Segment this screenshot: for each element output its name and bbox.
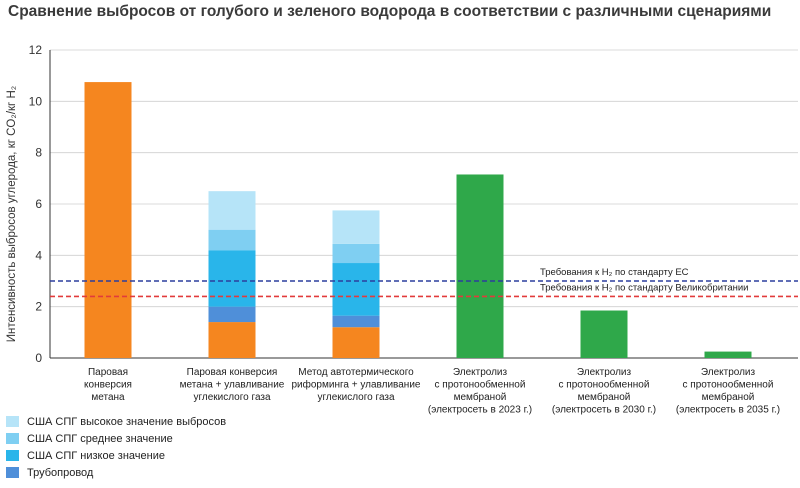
y-axis-label: Интенсивность выбросов углерода, кг CO₂/… (6, 86, 18, 342)
y-tick-label: 12 (29, 43, 43, 57)
legend-label: Трубопровод (27, 466, 94, 479)
y-tick-label: 4 (35, 248, 42, 262)
x-category-label: Электролиз с протонообменной мембраной (эле… (552, 367, 656, 416)
bar-segment (208, 322, 256, 358)
legend-item: США СПГ высокое значение выбросов (6, 413, 226, 430)
bar-segment (208, 250, 256, 307)
bar-segment (208, 229, 256, 251)
bar-segment (332, 210, 380, 244)
legend-item: США СПГ среднее значение (6, 430, 226, 447)
reference-line-label: Требования к H₂ по стандарту Великобрита… (540, 282, 748, 293)
reference-line-label: Требования к H₂ по стандарту ЕС (540, 267, 689, 278)
chart-title: Сравнение выбросов от голубого и зеленог… (8, 3, 772, 20)
bar-segment (456, 174, 504, 358)
bar-segment (332, 263, 380, 316)
bar-segment (704, 351, 752, 358)
legend: США СПГ высокое значение выбросов США СП… (6, 413, 226, 481)
legend-label: США СПГ среднее значение (27, 432, 173, 445)
legend-swatch (6, 433, 19, 444)
bar-segment (332, 327, 380, 358)
legend-swatch (6, 450, 19, 461)
x-category-label: Метод автотермического риформинга + улавл… (292, 367, 421, 403)
y-tick-label: 0 (35, 351, 42, 365)
legend-swatch (6, 467, 19, 478)
x-category-label: Электролиз с протонообменной мембраной (эле… (428, 367, 532, 416)
bar-segment (84, 82, 132, 358)
legend-label: США СПГ высокое значение выбросов (27, 415, 227, 428)
y-tick-label: 10 (29, 94, 43, 108)
bar-segment (332, 315, 380, 328)
x-category-label: Электролиз с протонообменной мембраной (эле… (676, 367, 780, 416)
x-category-label: Паровая конверсия метана + улавливание угл… (180, 367, 285, 403)
y-tick-label: 8 (35, 146, 42, 160)
bar-segment (208, 306, 256, 323)
legend-item: Трубопровод (6, 464, 226, 481)
bar-segment (332, 243, 380, 264)
y-tick-label: 6 (35, 197, 42, 211)
y-tick-label: 2 (35, 300, 42, 314)
bar-segment (580, 310, 628, 358)
x-category-label: Паровая конверсия метана (84, 367, 132, 403)
legend-item: США СПГ низкое значение (6, 447, 226, 464)
legend-label: США СПГ низкое значение (27, 449, 165, 462)
legend-swatch (6, 416, 19, 427)
bar-segment (208, 191, 256, 230)
